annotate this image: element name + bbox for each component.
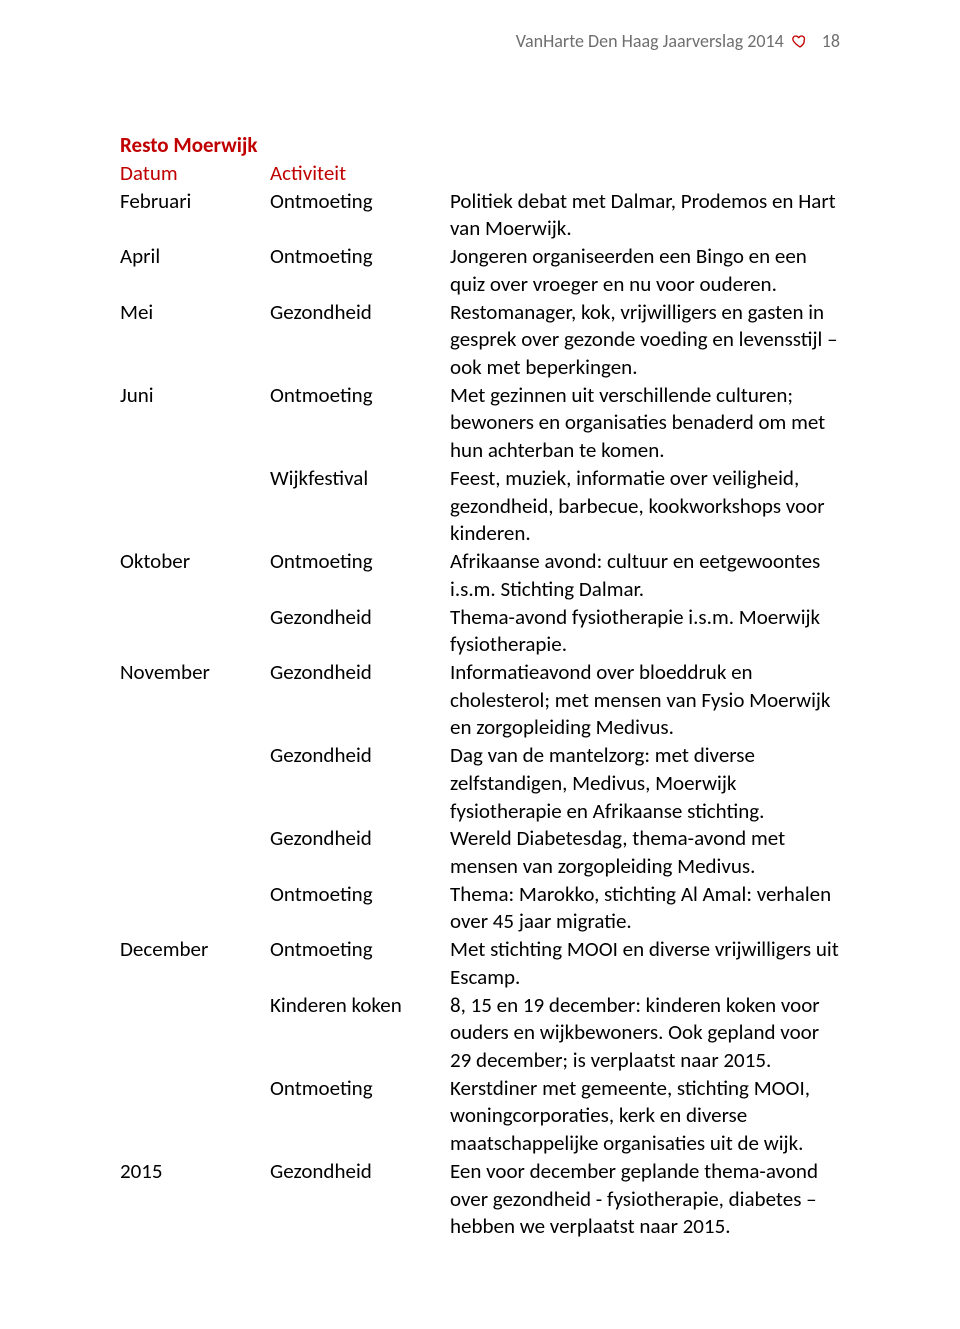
page: VanHarte Den Haag Jaarverslag 2014 18 Re… (0, 0, 960, 1329)
table-row: Ontmoeting Thema: Marokko, stichting Al … (120, 881, 840, 936)
cell-desc: Met stichting MOOI en diverse vrijwillig… (450, 936, 840, 991)
cell-activiteit: Ontmoeting (270, 881, 450, 936)
cell-activiteit: Ontmoeting (270, 936, 450, 991)
cell-activiteit: Gezondheid (270, 604, 450, 659)
table-row: Gezondheid Thema-avond fysiotherapie i.s… (120, 604, 840, 659)
table-row: Oktober Ontmoeting Afrikaanse avond: cul… (120, 548, 840, 603)
cell-desc: Politiek debat met Dalmar, Prodemos en H… (450, 188, 840, 243)
cell-desc: Dag van de mantelzorg: met diverse zelfs… (450, 742, 840, 825)
cell-desc: Met gezinnen uit verschillende culturen;… (450, 382, 840, 465)
cell-desc: Thema-avond fysiotherapie i.s.m. Moerwij… (450, 604, 840, 659)
cell-activiteit: Gezondheid (270, 659, 450, 742)
cell-activiteit: Ontmoeting (270, 188, 450, 243)
cell-datum: November (120, 659, 270, 742)
cell-datum: Februari (120, 188, 270, 243)
section-title: Resto Moerwijk (120, 132, 840, 158)
header-title: VanHarte Den Haag Jaarverslag 2014 (516, 30, 784, 52)
cell-desc: Afrikaanse avond: cultuur en eetgewoonte… (450, 548, 840, 603)
table-row: Wijkfestival Feest, muziek, informatie o… (120, 465, 840, 548)
table-row: November Gezondheid Informatieavond over… (120, 659, 840, 742)
cell-desc: Kerstdiner met gemeente, stichting MOOI,… (450, 1075, 840, 1158)
cell-desc: Jongeren organiseerden een Bingo en een … (450, 243, 840, 298)
cell-datum (120, 992, 270, 1075)
cell-activiteit: Wijkfestival (270, 465, 450, 548)
cell-desc: Een voor december geplande thema-avond o… (450, 1158, 840, 1241)
col-header-activiteit: Activiteit (270, 160, 450, 188)
cell-desc: 8, 15 en 19 december: kinderen koken voo… (450, 992, 840, 1075)
table-row: April Ontmoeting Jongeren organiseerden … (120, 243, 840, 298)
activities-table: Datum Activiteit Februari Ontmoeting Pol… (120, 160, 840, 1241)
cell-activiteit: Ontmoeting (270, 548, 450, 603)
cell-datum (120, 604, 270, 659)
heart-icon (792, 33, 808, 49)
table-row: Ontmoeting Kerstdiner met gemeente, stic… (120, 1075, 840, 1158)
cell-activiteit: Ontmoeting (270, 382, 450, 465)
cell-datum (120, 825, 270, 880)
cell-desc: Informatieavond over bloeddruk en choles… (450, 659, 840, 742)
cell-activiteit: Ontmoeting (270, 243, 450, 298)
cell-datum: Oktober (120, 548, 270, 603)
table-row: 2015 Gezondheid Een voor december geplan… (120, 1158, 840, 1241)
cell-datum: Mei (120, 299, 270, 382)
cell-activiteit: Gezondheid (270, 299, 450, 382)
cell-datum (120, 881, 270, 936)
table-row: Mei Gezondheid Restomanager, kok, vrijwi… (120, 299, 840, 382)
cell-datum (120, 465, 270, 548)
cell-datum (120, 1075, 270, 1158)
table-row: Gezondheid Wereld Diabetesdag, thema-avo… (120, 825, 840, 880)
cell-desc: Wereld Diabetesdag, thema-avond met mens… (450, 825, 840, 880)
cell-activiteit: Gezondheid (270, 1158, 450, 1241)
col-header-desc (450, 160, 840, 188)
cell-datum: April (120, 243, 270, 298)
cell-activiteit: Ontmoeting (270, 1075, 450, 1158)
cell-activiteit: Gezondheid (270, 742, 450, 825)
cell-datum (120, 742, 270, 825)
cell-desc: Thema: Marokko, stichting Al Amal: verha… (450, 881, 840, 936)
page-header: VanHarte Den Haag Jaarverslag 2014 18 (120, 30, 840, 52)
table-row: Kinderen koken 8, 15 en 19 december: kin… (120, 992, 840, 1075)
cell-datum: 2015 (120, 1158, 270, 1241)
table-row: Februari Ontmoeting Politiek debat met D… (120, 188, 840, 243)
cell-datum: Juni (120, 382, 270, 465)
cell-activiteit: Kinderen koken (270, 992, 450, 1075)
table-row: Gezondheid Dag van de mantelzorg: met di… (120, 742, 840, 825)
cell-desc: Feest, muziek, informatie over veilighei… (450, 465, 840, 548)
col-header-datum: Datum (120, 160, 270, 188)
table-row: December Ontmoeting Met stichting MOOI e… (120, 936, 840, 991)
cell-activiteit: Gezondheid (270, 825, 450, 880)
table-header-row: Datum Activiteit (120, 160, 840, 188)
table-row: Juni Ontmoeting Met gezinnen uit verschi… (120, 382, 840, 465)
cell-datum: December (120, 936, 270, 991)
page-number: 18 (822, 30, 840, 52)
cell-desc: Restomanager, kok, vrijwilligers en gast… (450, 299, 840, 382)
